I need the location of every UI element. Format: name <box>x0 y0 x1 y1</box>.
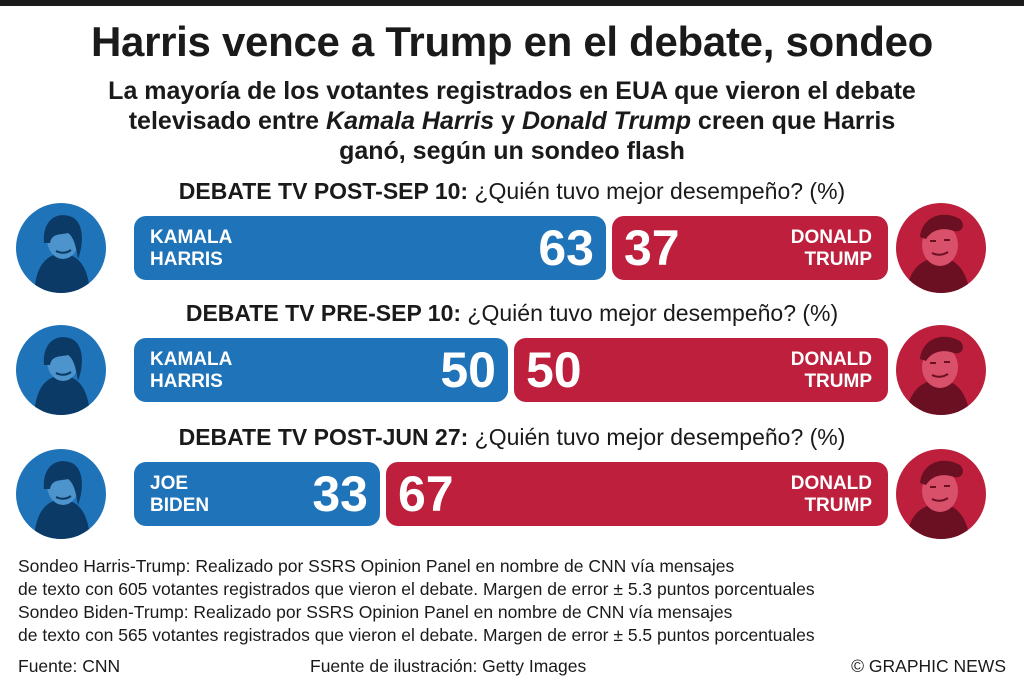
note-line: de texto con 605 votantes registrados qu… <box>18 579 815 599</box>
bar-segment-left: KAMALA HARRIS 50 <box>134 338 508 402</box>
name-line: DONALD <box>790 227 872 248</box>
panel-label-question: ¿Quién tuvo mejor desempeño? (%) <box>468 424 846 450</box>
chart-title: Harris vence a Trump en el debate, sonde… <box>91 18 933 65</box>
footer-illustration: Fuente de ilustración: Getty Images <box>310 656 587 676</box>
note-line: de texto con 565 votantes registrados qu… <box>18 625 815 645</box>
bar-segment-right: DONALD TRUMP 50 <box>514 338 888 402</box>
footer-credit: © GRAPHIC NEWS <box>851 656 1006 676</box>
trump-portrait-icon <box>896 325 986 415</box>
panel-label: DEBATE TV POST-SEP 10: ¿Quién tuvo mejor… <box>0 178 1024 205</box>
bar-left-value: 63 <box>538 220 594 276</box>
subtitle-line-1: La mayoría de los votantes registrados e… <box>108 77 916 105</box>
subtitle-text: y <box>494 107 522 135</box>
chart-subtitle: La mayoría de los votantes registrados e… <box>60 76 964 166</box>
bar-left-value: 50 <box>440 342 496 398</box>
candidate-portrait-icon <box>16 449 106 539</box>
bar-left-value: 33 <box>312 466 368 522</box>
panel-label-bold: DEBATE TV PRE-SEP 10: <box>185 300 462 326</box>
trump-portrait-icon <box>896 203 986 293</box>
name-line: TRUMP <box>804 495 872 516</box>
name-line: HARRIS <box>150 371 223 392</box>
name-line: DONALD <box>790 473 872 494</box>
bar-right-value: 37 <box>624 220 680 276</box>
bar-segment-right: DONALD TRUMP 67 <box>386 462 888 526</box>
subtitle-text: televisado entre <box>128 107 327 135</box>
panel-label-question: ¿Quién tuvo mejor desempeño? (%) <box>461 300 839 326</box>
name-line: JOE <box>150 473 189 494</box>
bar-right-value: 67 <box>398 466 454 522</box>
bar-right-name: DONALD TRUMP <box>791 349 872 393</box>
trump-portrait-icon <box>896 449 986 539</box>
panel-label-bold: DEBATE TV POST-SEP 10: <box>178 178 469 204</box>
bar-right-value: 50 <box>526 342 582 398</box>
name-line: TRUMP <box>804 371 872 392</box>
bar-left-name: JOE BIDEN <box>150 473 209 517</box>
subtitle-text: creen que Harris <box>690 107 896 135</box>
note-line: Sondeo Harris-Trump: Realizado por SSRS … <box>18 556 735 576</box>
candidate-portrait-icon <box>16 203 106 293</box>
name-line: HARRIS <box>150 249 223 270</box>
bar-segment-left: KAMALA HARRIS 63 <box>134 216 606 280</box>
panel-label-question: ¿Quién tuvo mejor desempeño? (%) <box>468 178 846 204</box>
note-line: Sondeo Biden-Trump: Realizado por SSRS O… <box>18 602 733 622</box>
bar-left-name: KAMALA HARRIS <box>150 227 232 271</box>
candidate-portrait-icon <box>16 325 106 415</box>
subtitle-harris: Kamala Harris <box>326 107 495 135</box>
bar-segment-right: DONALD TRUMP 37 <box>612 216 888 280</box>
bar-right-name: DONALD TRUMP <box>791 227 872 271</box>
bar-segment-left: JOE BIDEN 33 <box>134 462 380 526</box>
methodology-notes: Sondeo Harris-Trump: Realizado por SSRS … <box>18 555 1008 647</box>
name-line: KAMALA <box>150 227 233 248</box>
subtitle-trump: Donald Trump <box>522 107 691 135</box>
panel-label: DEBATE TV PRE-SEP 10: ¿Quién tuvo mejor … <box>0 300 1024 327</box>
subtitle-line-2: televisado entre Kamala Harris y Donald … <box>60 106 964 136</box>
top-rule <box>0 0 1024 6</box>
panel-label: DEBATE TV POST-JUN 27: ¿Quién tuvo mejor… <box>0 424 1024 451</box>
panel-label-bold: DEBATE TV POST-JUN 27: <box>178 424 469 450</box>
name-line: TRUMP <box>804 249 872 270</box>
bar-right-name: DONALD TRUMP <box>791 473 872 517</box>
name-line: DONALD <box>790 349 872 370</box>
name-line: KAMALA <box>150 349 233 370</box>
footer-source: Fuente: CNN <box>18 656 121 676</box>
bar-left-name: KAMALA HARRIS <box>150 349 232 393</box>
subtitle-line-3: ganó, según un sondeo flash <box>339 137 685 165</box>
name-line: BIDEN <box>150 495 210 516</box>
